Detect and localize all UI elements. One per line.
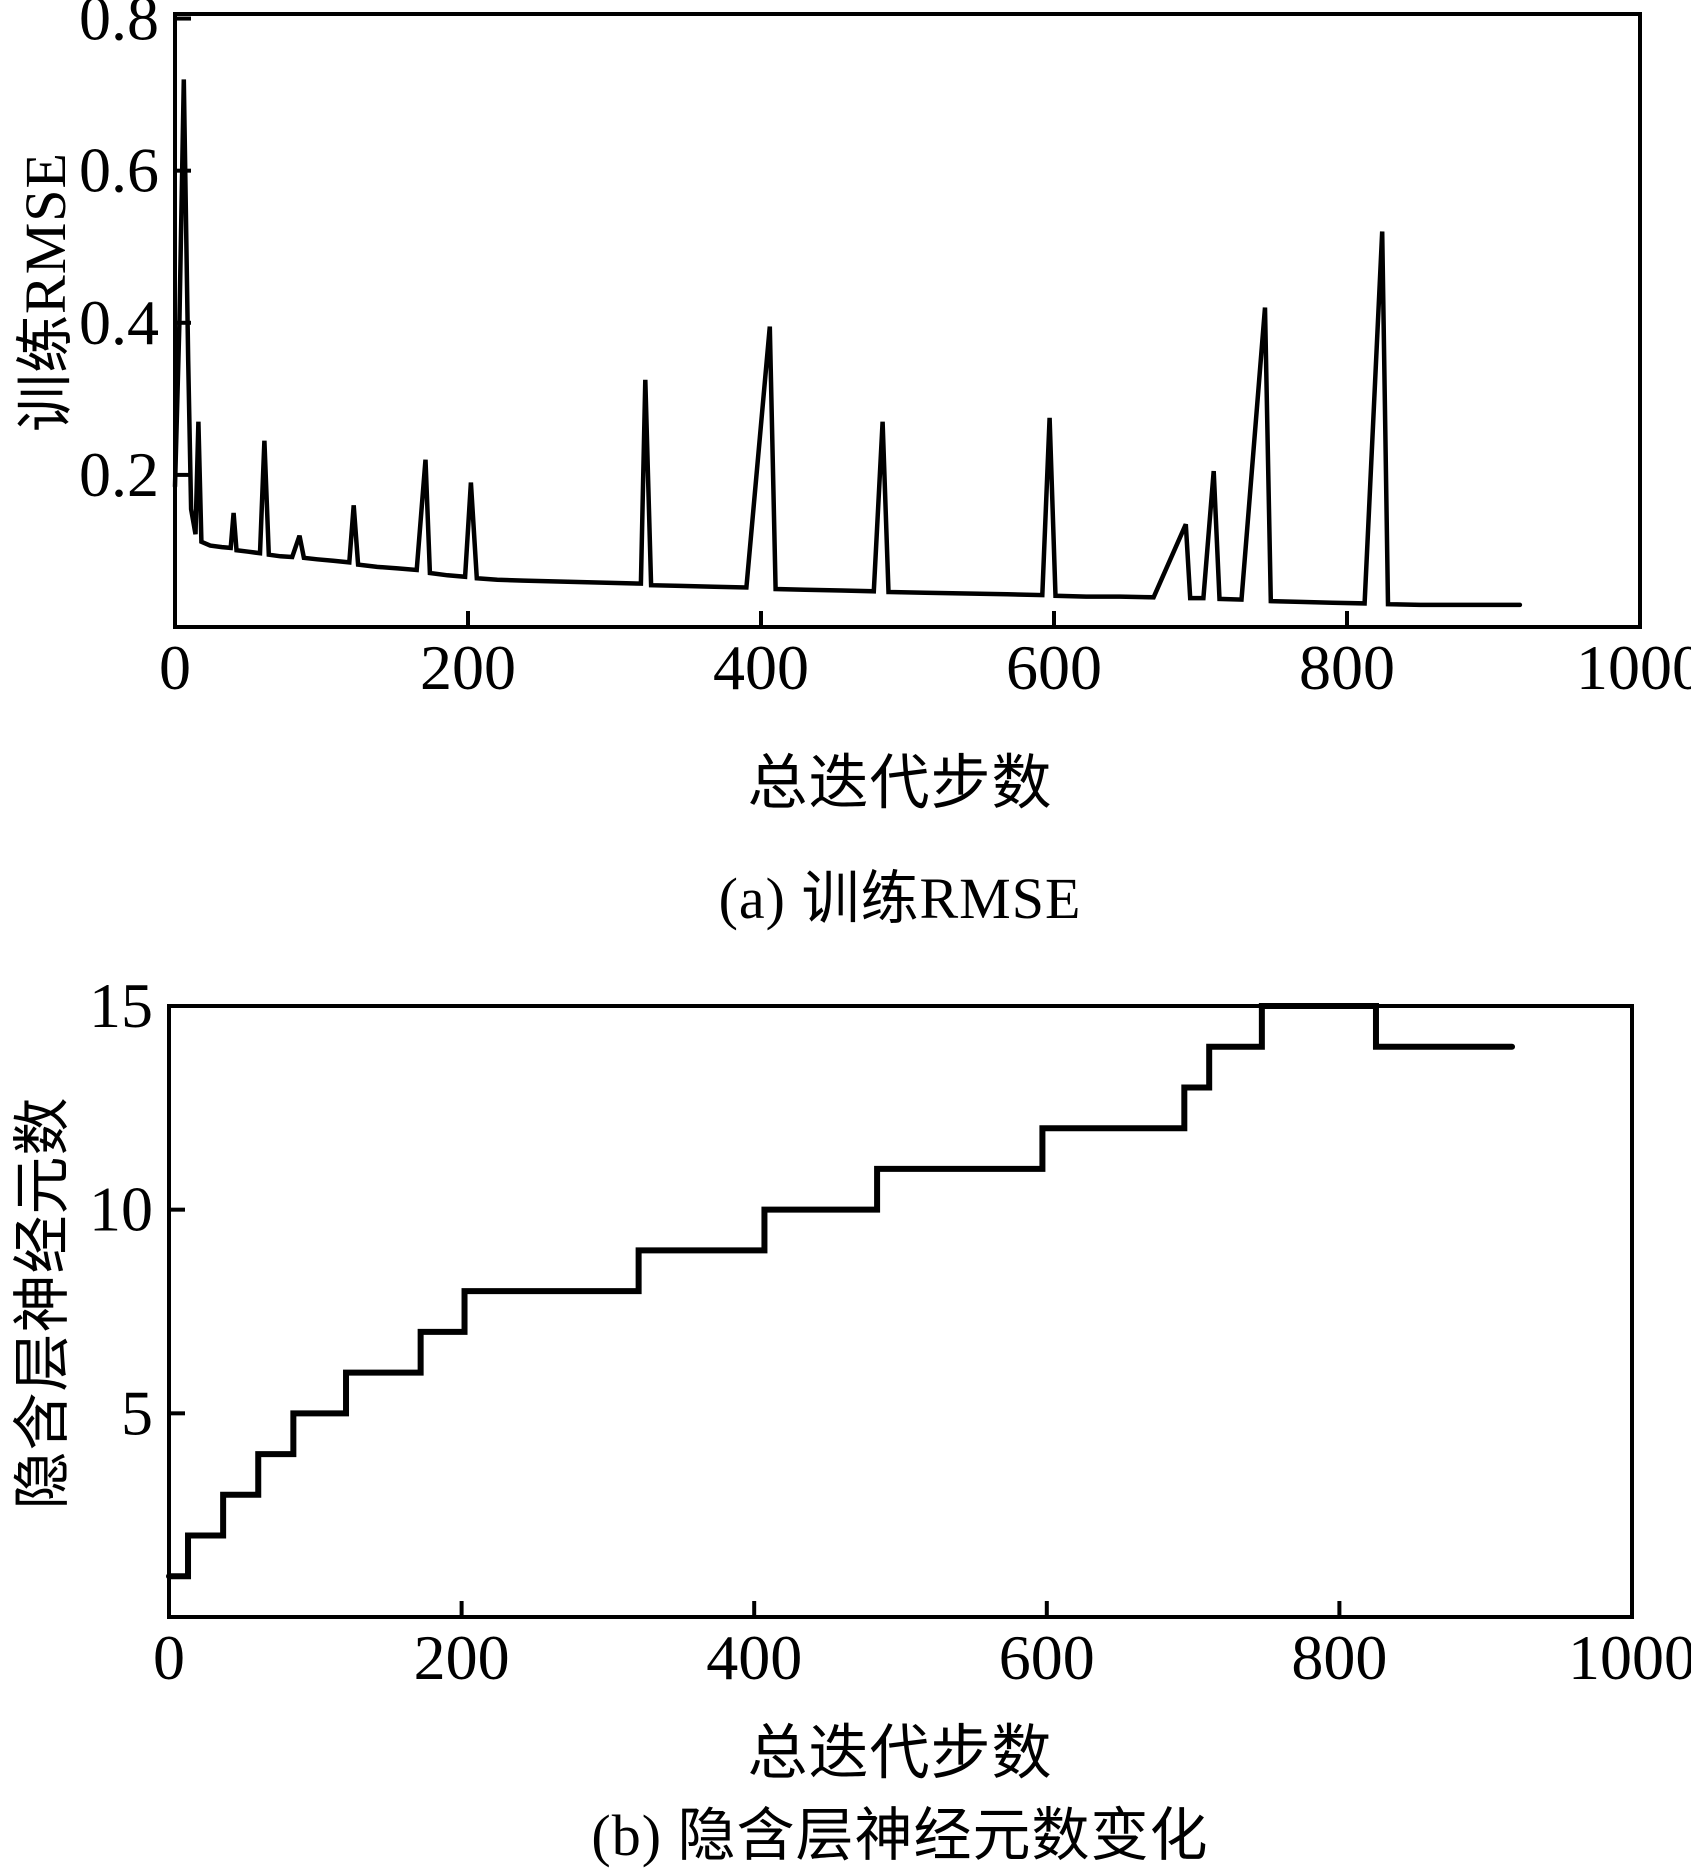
chart-a-x-axis-label: 总迭代步数 [747, 750, 1053, 817]
y-tick-label: 0.4 [79, 287, 159, 358]
x-tick-label: 600 [999, 1622, 1095, 1693]
x-tick-label: 800 [1299, 632, 1395, 703]
chart-b-caption: (b) 隐含层神经元数变化 [591, 1803, 1209, 1868]
x-tick-label: 800 [1291, 1622, 1387, 1693]
y-tick-label: 5 [121, 1377, 153, 1448]
plot-border [173, 12, 1642, 629]
y-tick-label: 0.2 [79, 439, 159, 510]
chart-a-caption: (a) 训练RMSE [718, 866, 1082, 931]
x-tick-label: 1000 [1576, 632, 1691, 703]
y-tick-label: 0.6 [79, 135, 159, 206]
chart-b-y-axis-label: 隐含层神经元数 [10, 1096, 75, 1510]
x-tick-label: 1000 [1568, 1622, 1691, 1693]
neuron-count-curve [166, 1003, 1516, 1580]
y-tick-label: 0.8 [79, 0, 159, 54]
chart-a-training-rmse: 0 200 400 600 800 1000 0.2 0.4 0.6 0.8 [79, 0, 1691, 703]
y-tick-label: 15 [89, 970, 153, 1041]
x-tick-label: 0 [159, 632, 191, 703]
x-tick-label: 0 [153, 1622, 185, 1693]
x-tick-label: 200 [414, 1622, 510, 1693]
chart-b-x-axis-label: 总迭代步数 [747, 1720, 1053, 1787]
chart-a-y-axis-label: 训练RMSE [13, 152, 78, 432]
x-tick-label: 600 [1006, 632, 1102, 703]
x-tick-label: 400 [713, 632, 809, 703]
rmse-curve [172, 79, 1523, 608]
plot-border [167, 1004, 1634, 1619]
x-tick-label: 400 [706, 1622, 802, 1693]
y-tick-label: 10 [89, 1174, 153, 1245]
chart-b-hidden-neurons: 0 200 400 600 800 1000 5 10 15 [89, 970, 1691, 1693]
x-tick-label: 200 [420, 632, 516, 703]
